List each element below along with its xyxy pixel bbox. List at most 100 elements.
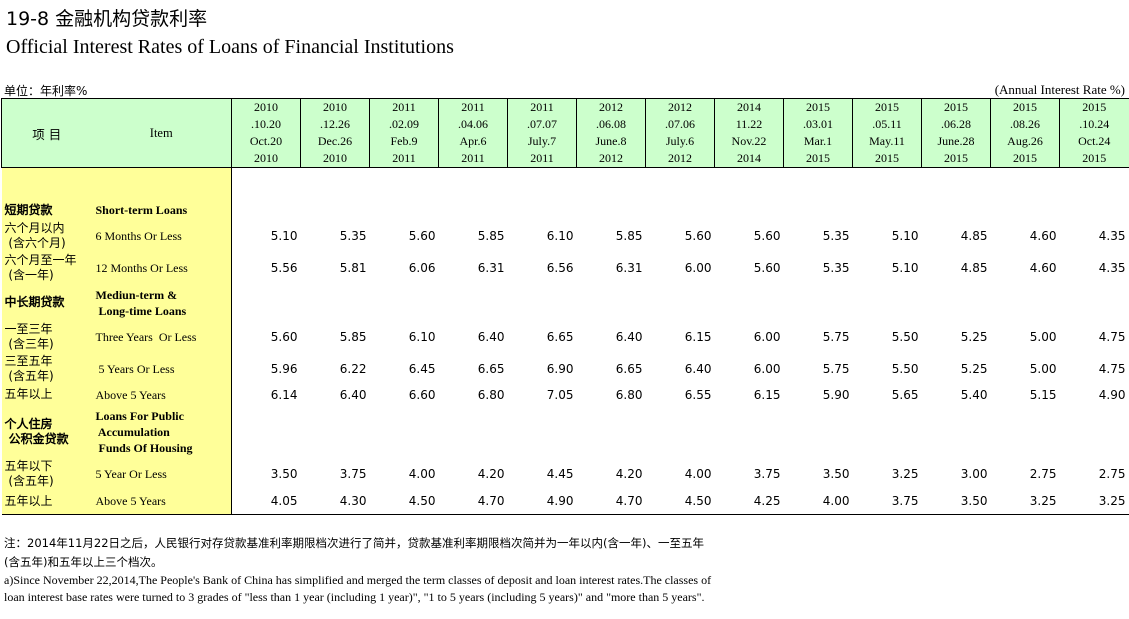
rate-cell — [646, 168, 715, 220]
rate-cell: 5.50 — [891, 329, 919, 344]
rate-cell: 5.40 — [960, 387, 988, 402]
rate-cell: 5.00 — [1029, 329, 1057, 344]
date-header-line: Oct.20 — [249, 134, 283, 148]
date-header-line: 2010 — [323, 100, 347, 114]
rate-cell: 6.22 — [339, 361, 367, 376]
row-label-cn: 五年以下 (含五年) — [1, 458, 92, 489]
date-header-line: Nov.22 — [731, 134, 767, 148]
date-column-header: 2015 .08.26 Aug.26 2015 — [990, 98, 1060, 168]
date-header-line: Feb.9 — [390, 134, 418, 148]
rate-cell: 5.56 — [270, 261, 298, 275]
date-header-line: 2015 — [1013, 100, 1037, 114]
rate-cell: 2.75 — [1029, 466, 1057, 481]
rate-cell: 6.15 — [684, 329, 712, 344]
rate-cell: 5.00 — [1029, 361, 1057, 376]
rate-cell — [577, 168, 646, 220]
date-header-line: May.11 — [869, 134, 905, 148]
table-row: 三至五年 (含五年) 5 Years Or Less 5.96 6.22 6.45 6.… — [1, 352, 1129, 385]
date-header-line: 2015 — [1082, 151, 1107, 165]
row-label-cn: 五年以上 — [1, 384, 92, 405]
rate-cell: 6.60 — [408, 387, 436, 402]
rate-cell — [922, 285, 991, 321]
row-label-en: Mediun-term & Long-time Loans — [91, 284, 232, 321]
date-header-line: Oct.24 — [1078, 134, 1111, 148]
row-label-en-line: Funds Of Housing — [95, 440, 193, 455]
row-label-cn-line: 五年以下 — [4, 458, 53, 473]
rate-cell — [1060, 285, 1129, 321]
item-header-cn: 项 目 — [1, 98, 92, 168]
footnote-en-line-1: a)Since November 22,2014,The People's Ba… — [4, 573, 712, 587]
rate-cell: 6.40 — [339, 387, 367, 402]
rate-cell: 4.60 — [1029, 261, 1057, 275]
row-label-cn-line: 五年以上 — [4, 387, 53, 401]
rate-cell: 4.25 — [714, 488, 784, 515]
rate-cell — [439, 405, 508, 459]
date-column-header: 2011 .04.06 Apr.6 2011 — [438, 98, 508, 168]
date-header-line: 2015 — [944, 151, 968, 165]
row-label-cn: 五年以上 — [1, 488, 92, 515]
date-column-header: 2011 .07.07 July.7 2011 — [507, 98, 577, 168]
rate-cell: 5.10 — [270, 228, 298, 243]
date-header-line: 2011 — [461, 151, 485, 165]
rate-cell: 6.10 — [546, 228, 574, 243]
rate-cell: 2.75 — [1098, 466, 1126, 481]
date-header-line: 2011 — [530, 100, 554, 114]
rate-cell — [577, 405, 646, 459]
rate-cell: 6.40 — [615, 329, 643, 344]
row-label-en: Above 5 Years — [91, 384, 232, 405]
rate-cell: 5.90 — [822, 387, 850, 402]
footnote-en-line-2: loan interest base rates were turned to … — [4, 590, 705, 604]
row-label-cn-line: 一至三年 — [4, 321, 53, 336]
rate-cell: 3.50 — [822, 466, 850, 481]
rate-cell — [370, 405, 439, 459]
rate-cell — [991, 285, 1060, 321]
rate-cell: 6.90 — [546, 361, 574, 376]
date-column-header: 2015 .03.01 Mar.1 2015 — [783, 98, 853, 168]
date-header-line: 2015 — [875, 100, 899, 114]
rate-cell: 7.05 — [546, 387, 574, 402]
rate-cell: 4.90 — [1098, 387, 1126, 402]
row-label-cn-line: 短期贷款 — [4, 202, 53, 217]
page-title-cn: 19-8 金融机构贷款利率 — [6, 8, 208, 30]
rate-cell — [508, 405, 577, 459]
rate-cell: 4.35 — [1098, 228, 1126, 243]
rate-cell: 4.00 — [408, 466, 436, 481]
rate-cell: 4.85 — [960, 261, 988, 275]
rate-cell: 5.50 — [891, 361, 919, 376]
table-header: 项 目 Item 2010 .10.20 Oct.20 2010 2010 .12.26 D… — [1, 98, 1129, 168]
row-label-cn: 中长期贷款 — [1, 284, 92, 321]
date-column-header: 2014 11.22 Nov.22 2014 — [714, 98, 784, 168]
table-section-row: 短期贷款 Short-term Loans — [1, 167, 1129, 220]
row-label-en-line: Short-term Loans — [95, 202, 188, 217]
rate-cell: 6.45 — [408, 361, 436, 376]
interest-rate-table: 项 目 Item 2010 .10.20 Oct.20 2010 2010 .12.26 D… — [1, 98, 1129, 515]
date-column-header: 2015 .06.28 June.28 2015 — [921, 98, 991, 168]
rate-cell: 6.15 — [753, 387, 781, 402]
rate-cell: 5.65 — [891, 387, 919, 402]
rate-cell: 6.14 — [270, 387, 298, 402]
rate-cell: 4.30 — [300, 488, 370, 515]
date-header-line: 2015 — [806, 151, 830, 165]
footnote-cn-line-1: 注：2014年11月22日之后，人民银行对存贷款基准利率期限档次进行了简并，贷款… — [4, 536, 704, 550]
row-label-cn-line: 中长期贷款 — [4, 295, 65, 309]
rate-cell: 4.20 — [477, 466, 505, 481]
date-header-line: .10.24 — [1079, 117, 1110, 131]
rate-cell: 5.35 — [339, 228, 367, 243]
date-header-line: .02.09 — [389, 117, 419, 131]
rate-cell — [646, 405, 715, 459]
rate-cell — [1060, 168, 1129, 220]
table-section-row: 中长期贷款 Mediun-term & Long-time Loans — [1, 284, 1129, 321]
row-label-cn-line: (含五年) — [4, 368, 54, 383]
rate-cell: 6.40 — [477, 329, 505, 344]
row-label-en-line: Three Years Or Less — [95, 329, 197, 344]
row-label-cn: 个人住房 公积金贷款 — [1, 404, 92, 459]
date-header-line: .12.26 — [320, 117, 350, 131]
rate-cell: 6.65 — [477, 361, 505, 376]
rate-cell: 5.15 — [1029, 387, 1057, 402]
rate-cell: 5.35 — [822, 261, 850, 275]
row-label-cn-line: 六个月至一年 — [4, 253, 77, 267]
rate-cell: 3.50 — [921, 488, 991, 515]
rate-cell — [1060, 405, 1129, 459]
date-column-header: 2010 .12.26 Dec.26 2010 — [300, 98, 370, 168]
date-header-line: 2015 — [944, 100, 968, 114]
